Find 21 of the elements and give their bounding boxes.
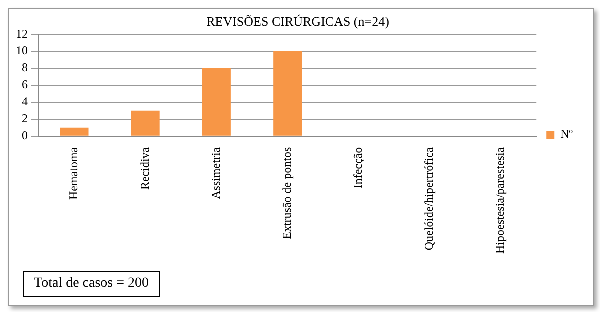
x-tick-label: Extrusão de pontos [280, 147, 294, 240]
bar [274, 52, 302, 136]
bar [202, 68, 231, 136]
y-tick-label: 12 [16, 26, 28, 41]
x-tick-label: Infecção [351, 147, 366, 189]
text: Total de casos = 200 [23, 271, 160, 297]
y-tick-label: 4 [22, 94, 28, 109]
y-tick-label: 2 [22, 112, 28, 126]
y-tick-label: 6 [22, 78, 28, 92]
x-tick-label: Quelóide/hipertrófica [422, 146, 436, 251]
bar [131, 110, 160, 136]
x-tick-label: Hipoestesia/parestesia [493, 146, 508, 254]
bar [60, 128, 89, 136]
x-tick-label: Hematoma [66, 146, 81, 200]
x-tick-label: Assimetria [208, 146, 223, 200]
y-tick-label: 8 [22, 60, 28, 75]
chart-title: REVISÕES CIRÚRGICAS (n=24) [206, 14, 390, 30]
legend-label: Nº [560, 127, 574, 142]
x-tick-label: Recidiva [138, 146, 152, 190]
y-tick-label: 0 [22, 128, 28, 143]
y-tick-label: 10 [16, 44, 28, 58]
